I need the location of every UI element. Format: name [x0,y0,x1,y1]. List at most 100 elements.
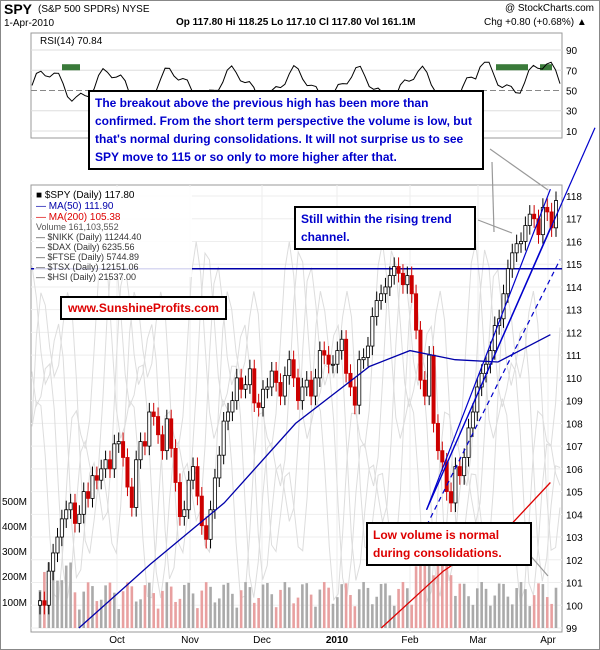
volume-bar [178,598,182,628]
price-tick-label: 102 [566,556,583,567]
legend-spy: ■ $SPY (Daily) 117.80 [36,190,135,201]
price-bar [523,225,528,242]
price-bar [51,552,56,572]
volume-bar [327,587,330,628]
price-bar [169,418,174,449]
price-bar [278,382,283,397]
volume-bar [148,582,151,628]
price-bar [462,457,467,477]
volume-bar [419,553,422,628]
price-tick-label: 112 [566,328,582,339]
annotation-volume: Low volume is normal during consolidatio… [366,522,532,566]
price-bar [177,482,182,517]
volume-bar [134,601,138,628]
volume-bar [436,558,440,628]
volume-bar [432,575,435,628]
volume-bar [165,582,169,628]
price-bar [173,447,178,483]
price-bar [300,386,305,402]
price-bar [291,359,296,379]
price-bar [107,459,112,470]
price-bar [383,286,388,295]
legend-box [34,187,192,277]
volume-bar [108,582,112,628]
volume-bar [183,584,186,628]
price-bar [435,422,440,452]
price-bar [532,213,537,220]
volume-bar [336,597,339,628]
price-bar [186,479,191,511]
rsi-tick-label: 70 [566,66,578,77]
volume-bar [156,608,160,628]
price-bar [121,441,126,458]
volume-tick-label: 500M [2,497,27,508]
volume-bar [126,582,129,628]
price-tick-label: 101 [566,579,583,590]
volume-bar [235,607,239,628]
price-bar [418,329,423,381]
price-bar [431,354,436,424]
volume-bar [274,607,278,628]
volume-bar [449,575,453,628]
price-bar [519,241,524,245]
trend-line-dashed [426,259,561,526]
volume-bar [95,601,99,628]
volume-bar [480,582,483,628]
price-bar [554,200,559,229]
volume-bar [121,591,125,628]
price-bar [134,459,139,508]
volume-bar [257,598,260,628]
volume-bar [401,582,405,628]
price-bar [335,350,340,365]
price-tick-label: 103 [566,533,583,544]
volume-bar [222,584,225,628]
volume-bar [204,582,208,628]
legend-hsi: — $HSI (Daily) 21537.00 [36,272,136,282]
volume-tick-label: 200M [2,572,27,583]
price-bar [46,570,51,606]
price-bar [199,495,204,527]
volume-bar [362,582,365,628]
volume-bar [427,565,431,628]
price-bar [151,411,156,417]
price-bar [86,491,91,499]
price-bar [252,368,257,404]
price-bar [81,491,86,515]
legend-tsx: — $TSX (Daily) 12151.06 [36,262,139,272]
volume-bar [554,587,558,628]
volume-bar [441,552,444,628]
volume-bar [484,588,488,628]
price-bar [247,368,252,386]
volume-bar [497,583,501,628]
price-bar [243,384,248,390]
price-tick-label: 106 [566,465,583,476]
volume-bar [322,582,326,628]
volume-bar [296,597,300,628]
x-tick-label: Nov [181,635,199,646]
x-tick-label: 2010 [326,635,349,646]
quote-line: Op 117.80 Hi 118.25 Lo 117.10 Cl 117.80 … [176,17,416,28]
price-bar [330,363,335,366]
rsi-label: RSI(14) 70.84 [40,36,103,47]
price-bar [387,275,392,288]
price-bar [191,466,196,481]
volume-bar [252,602,256,628]
rsi-overbought-fill [496,64,528,71]
price-bar [365,345,370,358]
volume-bar [528,606,532,628]
price-bar [212,477,217,511]
x-tick-label: Oct [109,635,125,646]
volume-bar [489,605,492,628]
price-tick-label: 104 [566,510,583,521]
price-bar [295,377,300,402]
website-label: www.SunshineProfits.com [60,296,227,320]
volume-bar [410,604,413,628]
price-bar [129,486,134,508]
price-bar [545,206,550,213]
price-bar [239,377,244,390]
price-bar [449,491,454,504]
volume-bar [357,589,361,628]
price-bar [164,418,169,452]
price-bar [226,411,231,422]
volume-bar [60,580,64,628]
